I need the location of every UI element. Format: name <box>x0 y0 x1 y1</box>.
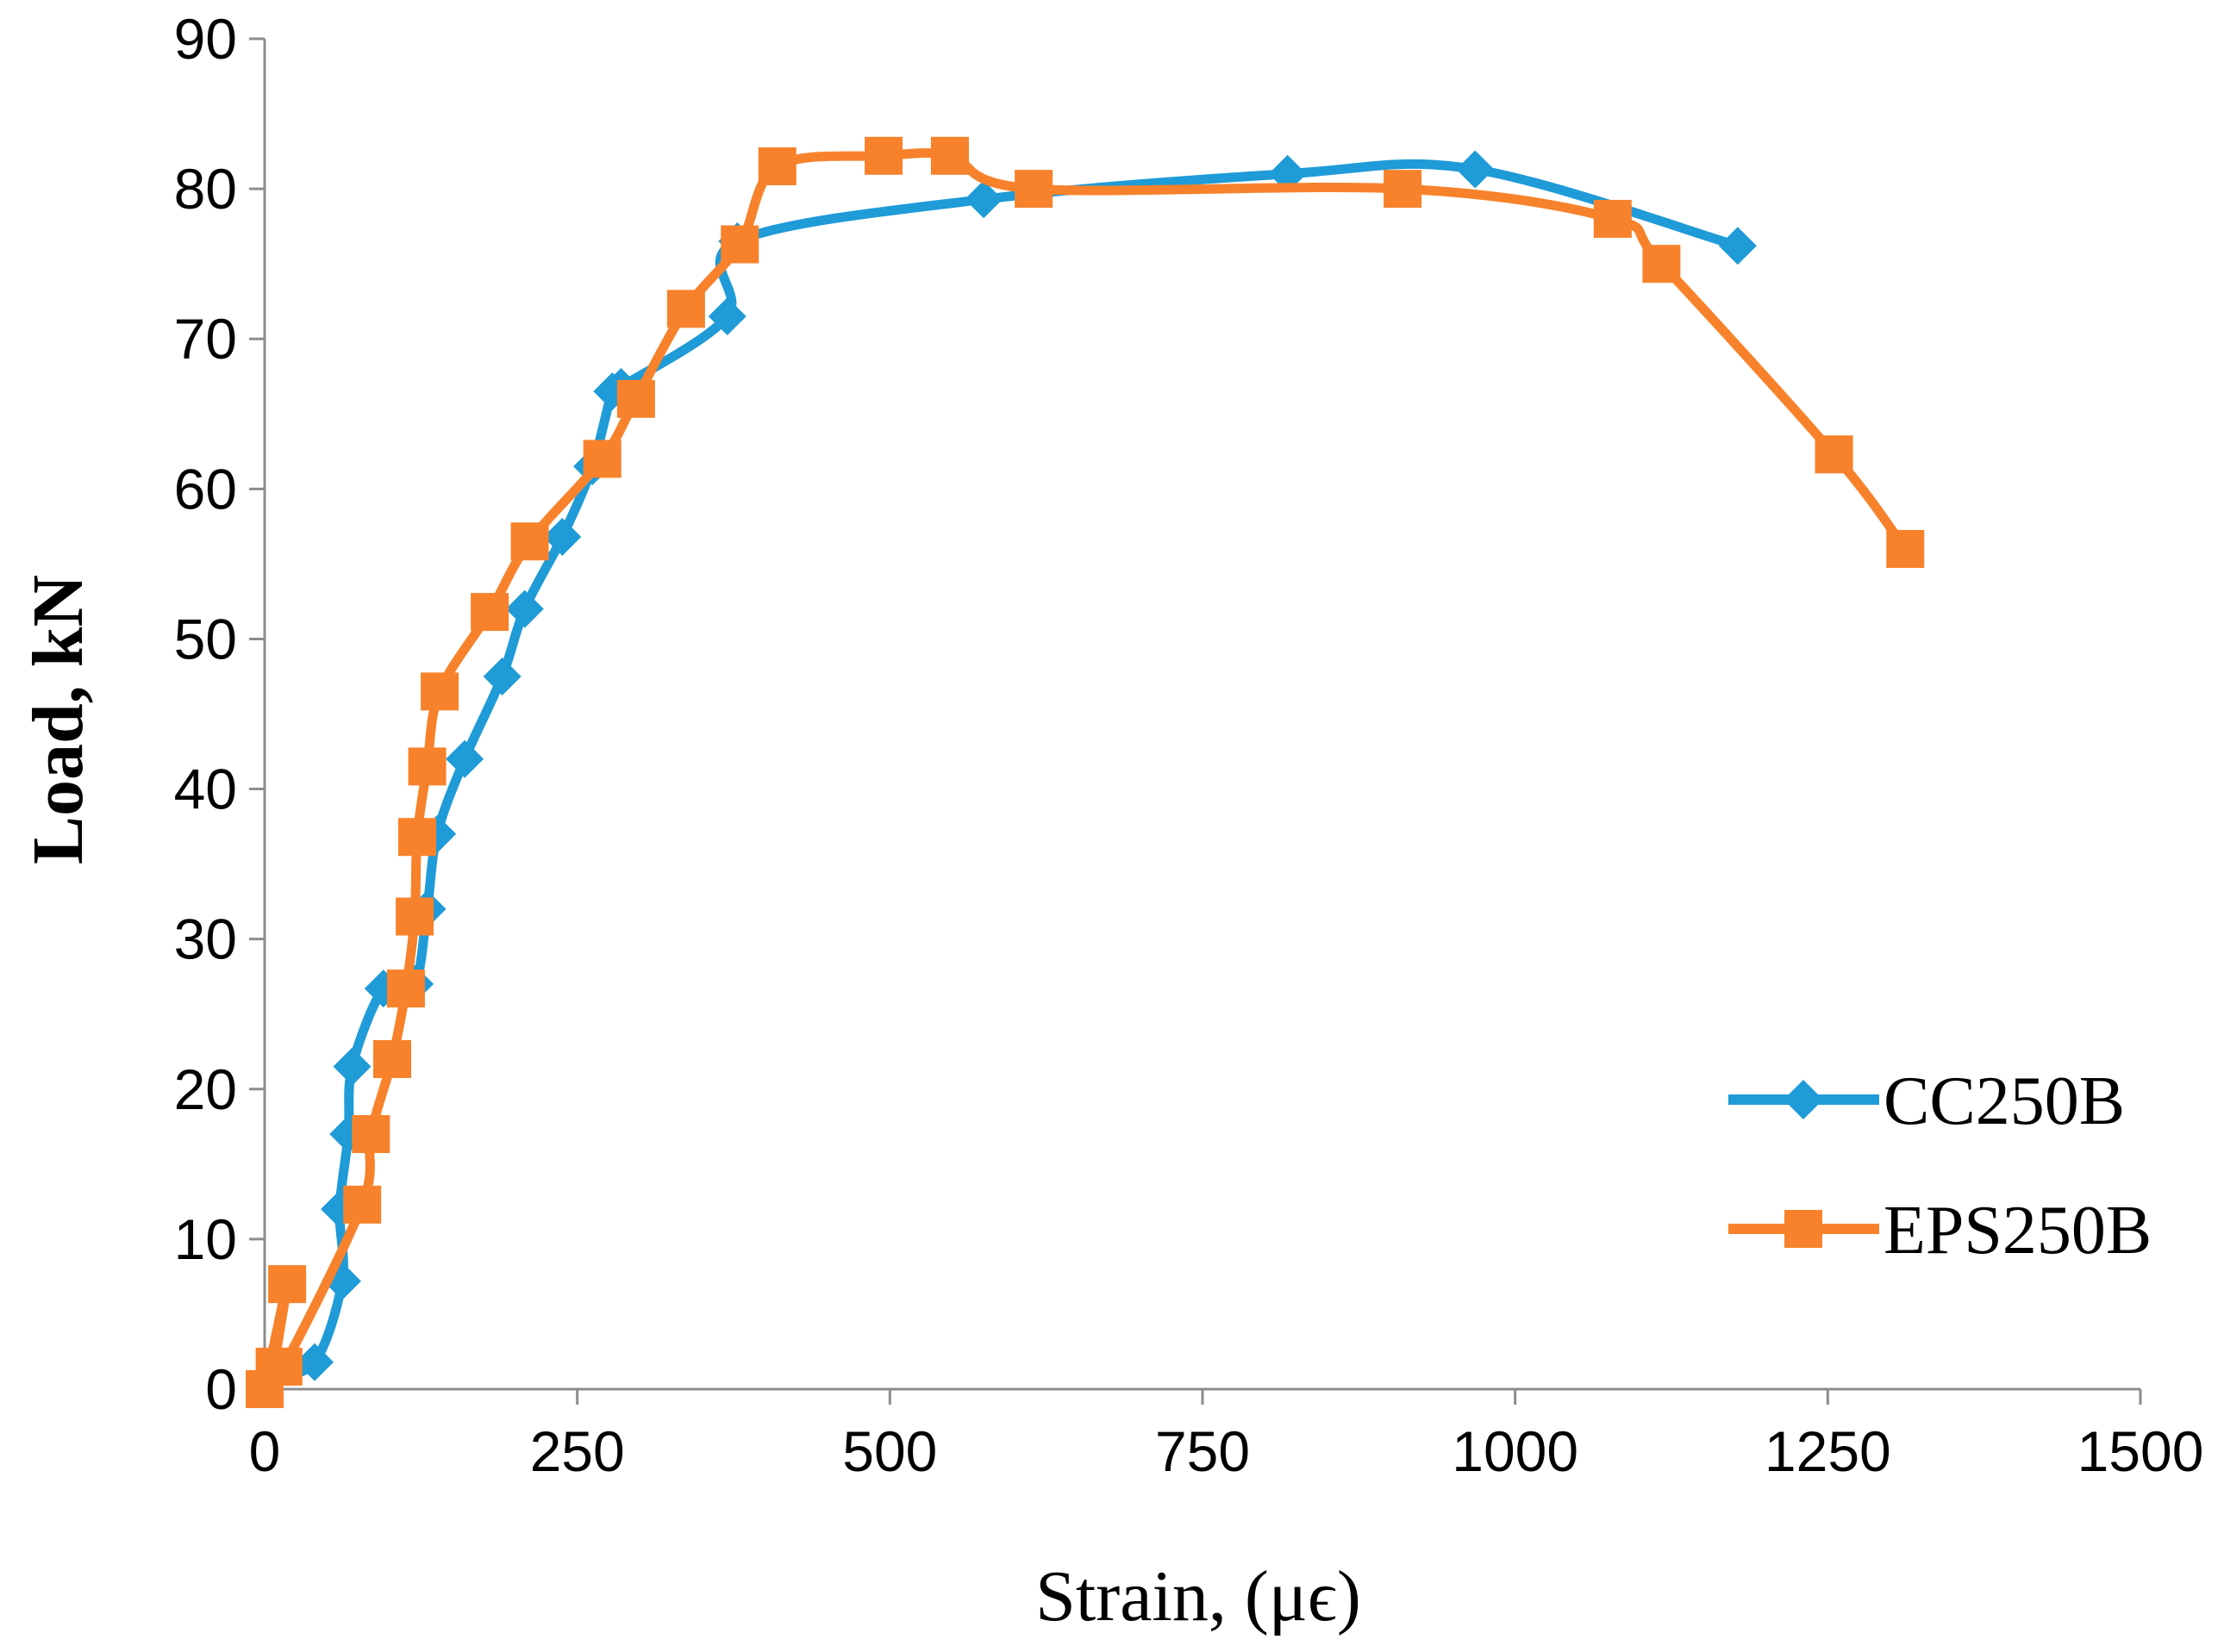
data-point-eps250b <box>268 1265 307 1304</box>
data-point-eps250b <box>386 969 425 1008</box>
data-point-cc250b <box>483 657 522 695</box>
legend-item-eps250b: EPS250B <box>1728 1193 2152 1269</box>
data-point-eps250b <box>616 379 655 418</box>
legend-label-eps250b: EPS250B <box>1884 1193 2152 1269</box>
data-point-eps250b <box>1015 170 1053 209</box>
data-point-cc250b <box>965 180 1003 219</box>
series-eps250b <box>246 136 1925 1408</box>
x-tick-label: 1250 <box>1765 1419 1891 1483</box>
data-point-eps250b <box>352 1115 390 1154</box>
y-tick-label: 10 <box>174 1207 237 1271</box>
data-point-cc250b <box>1718 227 1757 265</box>
data-point-eps250b <box>1815 435 1853 474</box>
y-tick-label: 20 <box>174 1057 237 1121</box>
data-point-eps250b <box>510 522 549 561</box>
data-point-eps250b <box>1642 245 1681 284</box>
legend-marker-eps250b <box>1784 1210 1822 1248</box>
y-tick-label: 70 <box>174 307 237 371</box>
data-point-eps250b <box>264 1347 303 1386</box>
series-layer <box>246 136 1925 1408</box>
x-tick-label: 500 <box>842 1419 937 1483</box>
data-point-eps250b <box>471 593 509 632</box>
data-point-cc250b <box>446 739 484 778</box>
x-tick-label: 0 <box>249 1419 281 1483</box>
data-point-eps250b <box>865 136 903 175</box>
x-tick-label: 750 <box>1155 1419 1250 1483</box>
data-point-eps250b <box>397 818 436 857</box>
y-tick-label: 0 <box>205 1357 237 1421</box>
data-point-cc250b <box>296 1343 334 1381</box>
data-point-eps250b <box>1593 199 1632 238</box>
y-axis-title: Load, kN <box>18 575 98 864</box>
data-point-cc250b <box>1456 150 1495 189</box>
x-tick-label: 1000 <box>1452 1419 1578 1483</box>
y-tick-label: 40 <box>174 757 237 821</box>
legend-label-cc250b: CC250B <box>1884 1063 2125 1139</box>
data-point-cc250b <box>708 297 747 336</box>
x-tick-label: 250 <box>530 1419 625 1483</box>
data-point-cc250b <box>543 518 582 557</box>
data-point-cc250b <box>333 1047 372 1086</box>
data-point-cc250b <box>505 589 544 628</box>
data-point-eps250b <box>372 1039 411 1078</box>
data-point-eps250b <box>396 897 434 936</box>
data-point-eps250b <box>408 747 447 786</box>
data-point-eps250b <box>343 1185 382 1224</box>
series-line-cc250b <box>259 159 1743 1394</box>
data-point-eps250b <box>1886 529 1925 568</box>
data-point-eps250b <box>666 290 705 328</box>
y-tick-label: 60 <box>174 457 237 521</box>
x-tick-label: 1500 <box>2077 1419 2204 1483</box>
y-tick-label: 80 <box>174 157 237 221</box>
axes <box>249 37 2142 1405</box>
data-point-eps250b <box>1384 170 1422 209</box>
data-point-eps250b <box>930 136 969 175</box>
data-point-eps250b <box>721 225 759 264</box>
data-point-eps250b <box>421 672 459 711</box>
legend-item-cc250b: CC250B <box>1728 1063 2125 1139</box>
y-tick-label: 50 <box>174 607 237 670</box>
data-point-eps250b <box>758 146 797 185</box>
y-tick-label: 90 <box>174 7 237 71</box>
y-tick-label: 30 <box>174 907 237 971</box>
legend-marker-cc250b <box>1784 1080 1823 1119</box>
tick-labels: 0 10 20 30 40 50 60 70 80 90 0 250 500 750 1000 1250 150… <box>174 7 2204 1483</box>
x-axis-title: Strain, (μϵ) <box>1035 1556 1361 1636</box>
series-line-eps250b <box>259 148 1910 1394</box>
legend: CC250B EPS250B <box>1728 1063 2152 1269</box>
series-cc250b <box>246 150 1757 1408</box>
data-point-eps250b <box>583 439 622 478</box>
